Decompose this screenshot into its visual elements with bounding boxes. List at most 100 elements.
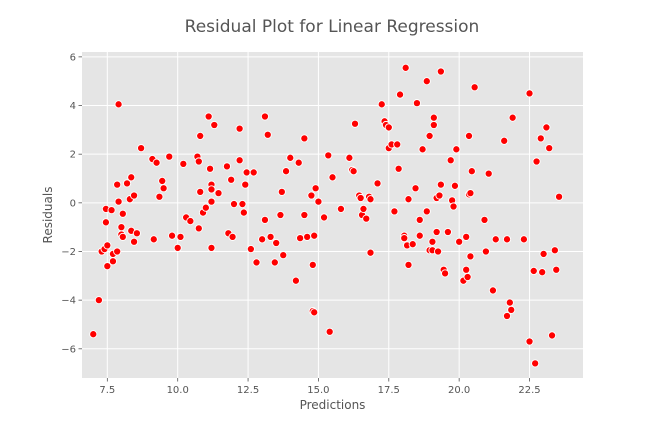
data-point — [349, 167, 358, 176]
data-point — [114, 100, 123, 109]
data-point — [300, 210, 309, 220]
y-tick-label: 0 — [70, 198, 76, 209]
data-point — [366, 195, 375, 204]
data-point — [393, 140, 402, 149]
data-point — [519, 235, 528, 244]
data-point — [210, 120, 219, 130]
data-point — [196, 187, 205, 196]
data-point — [435, 191, 444, 200]
y-tick-label: −2 — [61, 247, 76, 258]
data-point — [108, 257, 118, 266]
data-point — [228, 232, 237, 241]
data-point — [505, 298, 514, 307]
data-point — [422, 207, 431, 216]
y-axis-ticks: −6 −4 −2 0 2 4 6 — [61, 52, 82, 355]
data-point — [525, 337, 534, 346]
data-point — [103, 241, 112, 250]
data-point — [507, 305, 516, 314]
data-point — [239, 208, 248, 217]
data-point — [130, 237, 139, 246]
data-point — [207, 197, 216, 206]
data-point — [149, 235, 158, 244]
data-point — [425, 131, 434, 140]
data-point — [539, 249, 548, 258]
data-point — [480, 215, 489, 224]
data-point — [266, 232, 275, 241]
data-point — [296, 234, 305, 243]
data-point — [249, 168, 258, 177]
data-point — [179, 159, 188, 168]
data-point — [470, 83, 479, 92]
data-point — [449, 202, 458, 211]
data-point — [325, 327, 334, 336]
data-point — [366, 248, 375, 257]
y-axis-label: Residuals — [41, 187, 55, 244]
data-point — [488, 286, 497, 295]
data-point — [238, 200, 247, 209]
data-point — [502, 311, 512, 321]
data-point — [107, 206, 116, 215]
x-axis-ticks: 7.5 10.0 12.5 15.0 17.5 20.0 22.5 — [99, 378, 541, 396]
data-point — [282, 167, 291, 176]
data-point — [336, 204, 345, 213]
data-point — [101, 218, 110, 227]
data-point — [350, 119, 360, 128]
data-point — [194, 157, 203, 166]
data-point — [307, 191, 316, 200]
data-point — [443, 227, 452, 237]
data-point — [328, 173, 337, 182]
x-tick-label: 10.0 — [167, 385, 189, 396]
data-point — [408, 240, 417, 249]
data-point — [466, 189, 475, 198]
x-tick-label: 15.0 — [307, 385, 329, 396]
data-point — [500, 136, 509, 145]
data-point — [235, 156, 244, 165]
data-point — [186, 217, 195, 226]
data-point — [394, 164, 403, 173]
data-point — [532, 157, 541, 166]
data-point — [277, 187, 286, 196]
data-point — [207, 185, 216, 194]
data-point — [311, 184, 320, 193]
data-point — [252, 258, 261, 267]
data-point — [314, 197, 323, 206]
data-point — [242, 168, 251, 177]
data-point — [310, 308, 319, 317]
data-point — [207, 243, 216, 252]
data-point — [137, 144, 146, 153]
data-point — [196, 131, 205, 140]
data-point — [404, 195, 413, 204]
data-point — [201, 203, 210, 212]
data-point — [552, 265, 561, 274]
data-point — [433, 247, 443, 256]
data-point — [362, 214, 371, 223]
data-point — [324, 151, 333, 160]
data-point — [286, 153, 295, 162]
x-tick-label: 22.5 — [518, 385, 540, 396]
data-point — [235, 124, 244, 133]
data-point — [258, 235, 267, 244]
data-point — [113, 180, 122, 189]
data-point — [159, 184, 168, 193]
x-tick-label: 7.5 — [99, 385, 115, 396]
data-point — [531, 359, 540, 368]
data-point — [132, 229, 141, 238]
data-point — [118, 209, 127, 218]
data-point — [462, 265, 471, 274]
data-point — [436, 67, 445, 76]
data-point — [377, 100, 386, 109]
data-point — [415, 231, 424, 240]
data-point — [272, 238, 281, 248]
data-point — [464, 131, 474, 140]
data-point — [384, 123, 393, 132]
data-point — [246, 245, 255, 254]
data-point — [103, 262, 112, 271]
data-point — [214, 189, 223, 198]
data-point — [294, 158, 303, 167]
data-point — [118, 232, 127, 241]
data-point — [525, 89, 534, 98]
data-point — [279, 251, 288, 260]
plot-area — [82, 52, 583, 378]
data-point — [508, 113, 517, 122]
